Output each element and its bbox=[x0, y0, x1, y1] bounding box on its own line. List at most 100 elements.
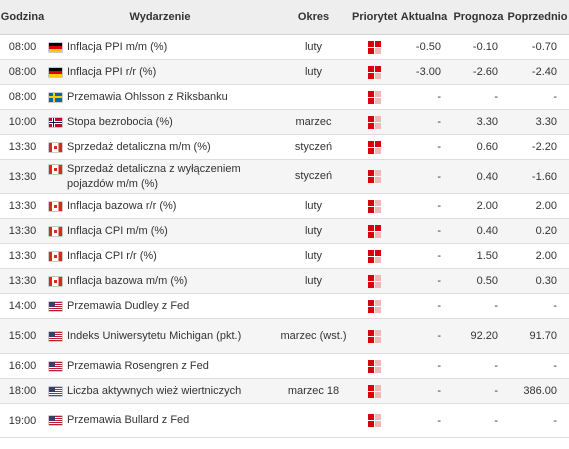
event-cell[interactable]: Inflacja bazowa m/m (%) bbox=[45, 268, 275, 294]
time-cell: 19:00 bbox=[0, 403, 45, 438]
table-row[interactable]: 13:30 Inflacja bazowa m/m (%) luty -0.50 0.3… bbox=[0, 268, 569, 294]
sweden-flag-icon bbox=[49, 92, 62, 102]
header-priority[interactable]: Priorytet bbox=[352, 0, 397, 35]
time-cell: 13:30 bbox=[0, 134, 45, 160]
table-row[interactable]: 08:00 Inflacja PPI m/m (%) luty -0.50 -0.10-… bbox=[0, 34, 569, 60]
canada-flag-icon bbox=[49, 142, 62, 152]
event-cell[interactable]: Przemawia Dudley z Fed bbox=[45, 293, 275, 319]
event-name[interactable]: Inflacja CPI r/r (%) bbox=[67, 249, 157, 262]
norway-flag-icon bbox=[49, 117, 62, 127]
forecast-cell: 3.30 bbox=[451, 109, 506, 135]
event-name[interactable]: Indeks Uniwersytetu Michigan (pkt.) bbox=[67, 329, 242, 342]
event-name[interactable]: Przemawia Bullard z Fed bbox=[67, 414, 190, 426]
header-period[interactable]: Okres bbox=[275, 0, 352, 35]
priority-icon bbox=[368, 65, 381, 79]
event-cell[interactable]: Liczba aktywnych wież wiertniczych bbox=[45, 378, 275, 404]
event-name[interactable]: Inflacja CPI m/m (%) bbox=[67, 224, 168, 237]
time-cell: 13:30 bbox=[0, 218, 45, 244]
priority-icon bbox=[368, 329, 381, 343]
event-name[interactable]: Inflacja PPI r/r (%) bbox=[67, 65, 157, 78]
usa-flag-icon bbox=[49, 386, 62, 396]
previous-cell: 0.20 bbox=[506, 218, 569, 244]
table-row[interactable]: 08:00 Przemawia Ohlsson z Riksbanku - - - bbox=[0, 84, 569, 110]
table-row[interactable]: 16:00 Przemawia Rosengren z Fed - - - bbox=[0, 353, 569, 379]
actual-cell: - bbox=[397, 159, 451, 194]
previous-cell: - bbox=[506, 403, 569, 438]
forecast-cell: - bbox=[451, 403, 506, 438]
actual-cell: - bbox=[397, 193, 451, 219]
table-row[interactable]: 13:30 Inflacja CPI r/r (%) luty -1.50 2.00 bbox=[0, 243, 569, 269]
canada-flag-icon bbox=[49, 164, 62, 174]
time-cell: 13:30 bbox=[0, 268, 45, 294]
priority-cell bbox=[352, 353, 397, 379]
priority-icon bbox=[368, 224, 381, 238]
header-event[interactable]: Wydarzenie bbox=[45, 0, 275, 35]
actual-cell: - bbox=[397, 109, 451, 135]
period-cell: marzec 18 bbox=[275, 378, 352, 404]
event-name[interactable]: Inflacja PPI m/m (%) bbox=[67, 40, 168, 53]
actual-cell: - bbox=[397, 353, 451, 379]
table-row[interactable]: 13:30 Inflacja CPI m/m (%) luty -0.40 0.20 bbox=[0, 218, 569, 244]
previous-cell: -0.70 bbox=[506, 34, 569, 60]
priority-icon bbox=[368, 199, 381, 213]
header-previous[interactable]: Poprzednio bbox=[506, 0, 569, 35]
priority-cell bbox=[352, 243, 397, 269]
forecast-cell: 0.50 bbox=[451, 268, 506, 294]
period-cell: marzec (wst.) bbox=[275, 318, 352, 354]
previous-cell: 0.30 bbox=[506, 268, 569, 294]
event-cell[interactable]: Inflacja PPI r/r (%) bbox=[45, 59, 275, 85]
event-cell[interactable]: Stopa bezrobocia (%) bbox=[45, 109, 275, 135]
event-cell[interactable]: Inflacja PPI m/m (%) bbox=[45, 34, 275, 60]
period-cell bbox=[275, 353, 352, 379]
priority-cell bbox=[352, 403, 397, 438]
period-cell bbox=[275, 293, 352, 319]
time-cell: 14:00 bbox=[0, 293, 45, 319]
event-name[interactable]: Sprzedaż detaliczna z wyłączeniem pojazd… bbox=[67, 162, 241, 190]
forecast-cell: - bbox=[451, 353, 506, 379]
priority-icon bbox=[368, 384, 381, 398]
event-cell[interactable]: Przemawia Bullard z Fed bbox=[45, 403, 275, 438]
header-time[interactable]: Godzina bbox=[0, 0, 45, 35]
usa-flag-icon bbox=[49, 331, 62, 341]
event-name[interactable]: Inflacja bazowa m/m (%) bbox=[67, 274, 188, 287]
table-row[interactable]: 13:30 Sprzedaż detaliczna z wyłączeniem p… bbox=[0, 159, 569, 194]
table-row[interactable]: 18:00 Liczba aktywnych wież wiertniczych m… bbox=[0, 378, 569, 404]
table-row[interactable]: 08:00 Inflacja PPI r/r (%) luty -3.00 -2.60-… bbox=[0, 59, 569, 85]
table-row[interactable]: 19:00 Przemawia Bullard z Fed - - - bbox=[0, 403, 569, 438]
event-name[interactable]: Stopa bezrobocia (%) bbox=[67, 115, 173, 128]
period-cell: luty bbox=[275, 218, 352, 244]
priority-icon bbox=[368, 274, 381, 288]
priority-icon bbox=[368, 40, 381, 54]
event-name[interactable]: Inflacja bazowa r/r (%) bbox=[67, 199, 177, 212]
event-cell[interactable]: Indeks Uniwersytetu Michigan (pkt.) bbox=[45, 318, 275, 354]
event-cell[interactable]: Inflacja CPI r/r (%) bbox=[45, 243, 275, 269]
priority-icon bbox=[368, 140, 381, 154]
event-name[interactable]: Przemawia Rosengren z Fed bbox=[67, 359, 209, 372]
event-cell[interactable]: Sprzedaż detaliczna m/m (%) bbox=[45, 134, 275, 160]
table-row[interactable]: 15:00 Indeks Uniwersytetu Michigan (pkt.)… bbox=[0, 318, 569, 354]
priority-cell bbox=[352, 34, 397, 60]
event-cell[interactable]: Przemawia Ohlsson z Riksbanku bbox=[45, 84, 275, 110]
event-name[interactable]: Przemawia Ohlsson z Riksbanku bbox=[67, 90, 228, 103]
usa-flag-icon bbox=[49, 361, 62, 371]
actual-cell: -0.50 bbox=[397, 34, 451, 60]
event-name[interactable]: Przemawia Dudley z Fed bbox=[67, 299, 190, 312]
table-row[interactable]: 13:30 Inflacja bazowa r/r (%) luty -2.00 2.0… bbox=[0, 193, 569, 219]
priority-cell bbox=[352, 59, 397, 85]
header-forecast[interactable]: Prognoza bbox=[451, 0, 506, 35]
period-cell: styczeń bbox=[275, 159, 352, 194]
header-actual[interactable]: Aktualna bbox=[397, 0, 451, 35]
event-cell[interactable]: Sprzedaż detaliczna z wyłączeniem pojazd… bbox=[45, 159, 275, 194]
event-cell[interactable]: Przemawia Rosengren z Fed bbox=[45, 353, 275, 379]
event-cell[interactable]: Inflacja bazowa r/r (%) bbox=[45, 193, 275, 219]
event-name[interactable]: Liczba aktywnych wież wiertniczych bbox=[67, 384, 242, 397]
table-row[interactable]: 10:00 Stopa bezrobocia (%) marzec -3.30 3.30 bbox=[0, 109, 569, 135]
time-cell: 13:30 bbox=[0, 159, 45, 194]
table-row[interactable]: 13:30 Sprzedaż detaliczna m/m (%) styczeń -… bbox=[0, 134, 569, 160]
period-cell: luty bbox=[275, 268, 352, 294]
table-row[interactable]: 14:00 Przemawia Dudley z Fed - - - bbox=[0, 293, 569, 319]
time-cell: 13:30 bbox=[0, 243, 45, 269]
event-cell[interactable]: Inflacja CPI m/m (%) bbox=[45, 218, 275, 244]
canada-flag-icon bbox=[49, 251, 62, 261]
event-name[interactable]: Sprzedaż detaliczna m/m (%) bbox=[67, 140, 211, 153]
